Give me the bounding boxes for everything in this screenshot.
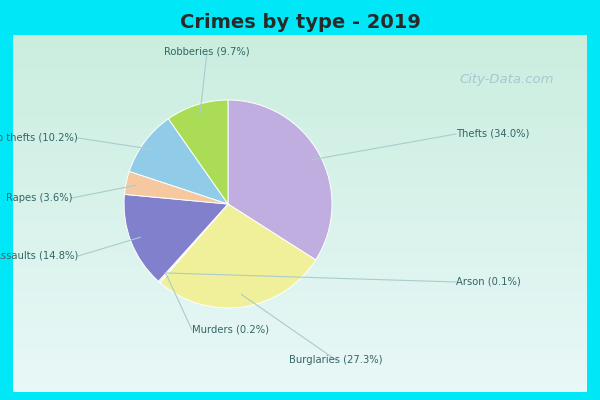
Text: Rapes (3.6%): Rapes (3.6%) (5, 193, 72, 203)
Text: Arson (0.1%): Arson (0.1%) (456, 277, 521, 287)
Wedge shape (169, 100, 228, 204)
Wedge shape (158, 204, 228, 282)
Text: Thefts (34.0%): Thefts (34.0%) (456, 129, 529, 139)
Wedge shape (124, 171, 228, 204)
Text: Burglaries (27.3%): Burglaries (27.3%) (289, 355, 383, 365)
Text: Crimes by type - 2019: Crimes by type - 2019 (179, 12, 421, 32)
Wedge shape (124, 194, 228, 281)
Wedge shape (228, 100, 332, 260)
Wedge shape (160, 204, 316, 308)
Text: Auto thefts (10.2%): Auto thefts (10.2%) (0, 133, 78, 143)
Text: Murders (0.2%): Murders (0.2%) (192, 325, 269, 335)
Text: Robberies (9.7%): Robberies (9.7%) (164, 47, 250, 57)
Wedge shape (160, 204, 228, 283)
Wedge shape (129, 119, 228, 204)
Text: Assaults (14.8%): Assaults (14.8%) (0, 251, 78, 261)
Text: City-Data.com: City-Data.com (460, 74, 554, 86)
